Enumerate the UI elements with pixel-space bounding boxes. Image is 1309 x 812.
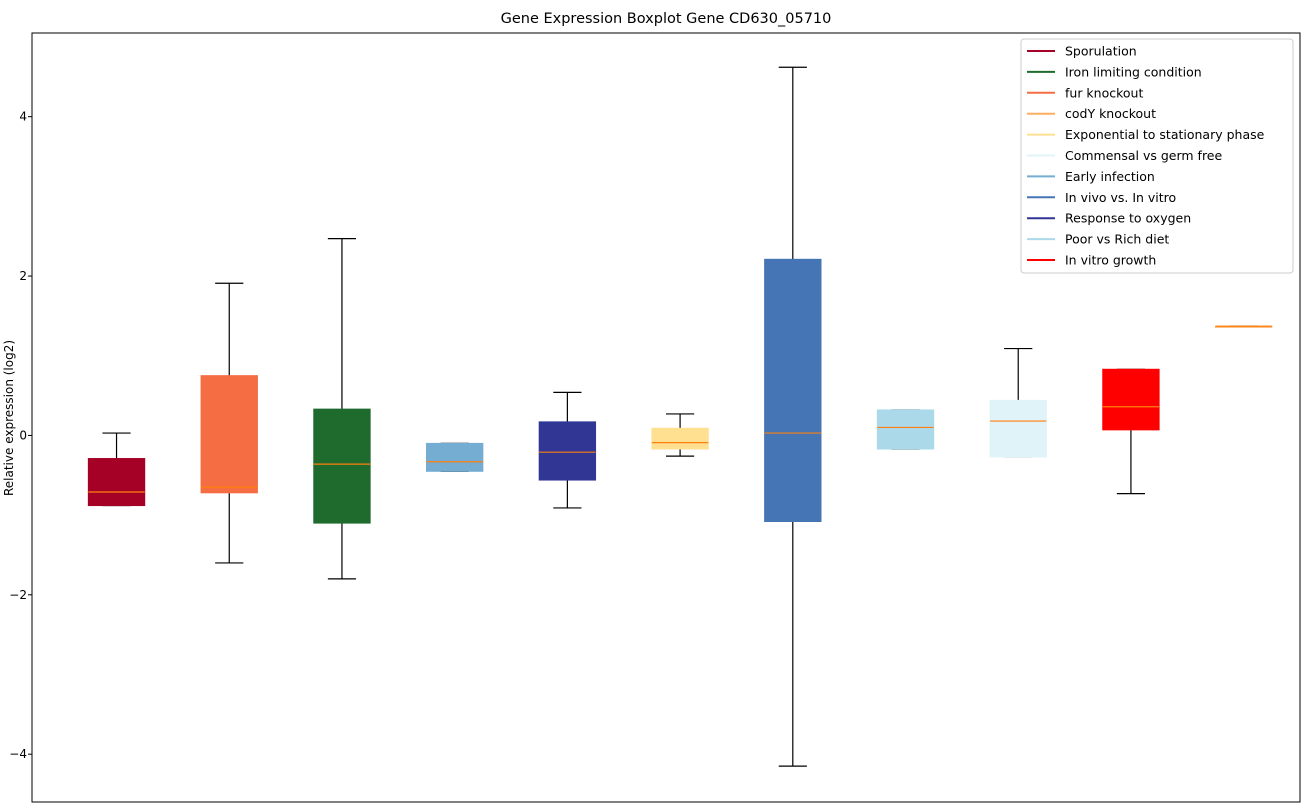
- legend-item: In vivo vs. In vitro: [1027, 190, 1176, 205]
- legend-item: Exponential to stationary phase: [1027, 127, 1265, 142]
- box-body: [764, 258, 822, 522]
- box-body: [425, 442, 484, 472]
- legend-label: fur knockout: [1065, 85, 1143, 100]
- legend-label: codY knockout: [1065, 106, 1156, 121]
- y-axis-label: Relative expression (log2): [2, 340, 16, 496]
- legend-item: Iron limiting condition: [1027, 64, 1202, 79]
- legend-item: fur knockout: [1027, 85, 1143, 100]
- plot-frame: [31, 32, 1301, 803]
- legend-item: Response to oxygen: [1027, 211, 1191, 226]
- legend-item: Early infection: [1027, 169, 1155, 184]
- legend-label: Sporulation: [1065, 44, 1137, 59]
- legend-label: Poor vs Rich diet: [1065, 232, 1169, 247]
- y-tick-label: 4: [19, 110, 27, 124]
- legend-label: Early infection: [1065, 169, 1155, 184]
- legend-item: In vitro growth: [1027, 253, 1156, 268]
- box-body: [989, 399, 1047, 458]
- box-commensal-vs-germ-free: [989, 347, 1047, 458]
- legend-label: Response to oxygen: [1065, 211, 1191, 226]
- legend-item: codY knockout: [1027, 106, 1156, 121]
- box-body: [651, 427, 709, 450]
- box-body: [313, 408, 371, 524]
- legend-label: In vivo vs. In vitro: [1065, 190, 1176, 205]
- y-tick-label: 0: [19, 428, 27, 442]
- box-sporulation: [87, 432, 146, 507]
- box-exponential-to-stationary-phase: [651, 413, 709, 457]
- box-body: [538, 421, 597, 481]
- legend: Sporulation Iron limiting condition fur kn…: [1020, 38, 1294, 274]
- y-tick-label: −2: [9, 588, 27, 602]
- box-body: [87, 458, 146, 507]
- box-body: [200, 375, 258, 494]
- legend-label: Commensal vs germ free: [1065, 148, 1222, 163]
- box-in-vivo-vs-in-vitro: [764, 66, 822, 767]
- legend-label: In vitro growth: [1065, 253, 1156, 268]
- box-cody-knockout: [1214, 325, 1273, 328]
- box-early-infection: [425, 442, 484, 472]
- y-tick-label: 2: [19, 269, 27, 283]
- box-in-vitro-growth: [1102, 368, 1160, 495]
- legend-label: Exponential to stationary phase: [1065, 127, 1265, 142]
- box-body: [1102, 368, 1160, 431]
- legend-frame: [1020, 38, 1294, 274]
- box-iron-limiting-condition: [313, 237, 371, 580]
- chart-title: Gene Expression Boxplot Gene CD630_05710: [501, 11, 832, 27]
- y-tick-label: −4: [9, 747, 27, 761]
- legend-label: Iron limiting condition: [1065, 64, 1202, 79]
- legend-item: Sporulation: [1027, 44, 1137, 59]
- legend-item: Poor vs Rich diet: [1027, 232, 1169, 247]
- box-response-to-oxygen: [538, 391, 597, 509]
- box-poor-vs-rich-diet: [876, 409, 935, 450]
- box-fur-knockout: [200, 282, 258, 564]
- legend-item: Commensal vs germ free: [1027, 148, 1222, 163]
- box-body: [876, 409, 935, 450]
